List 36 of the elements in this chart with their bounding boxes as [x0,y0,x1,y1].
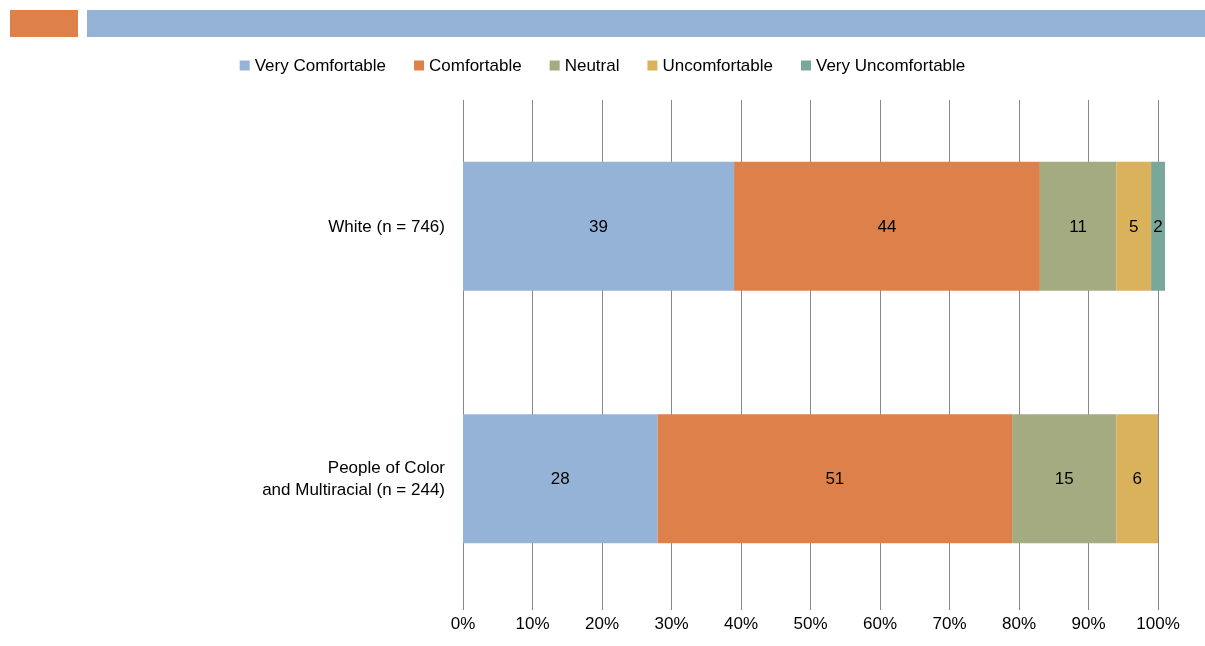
bar [1116,414,1159,544]
x-tick-label: 0% [450,614,476,633]
data-label: 2 [1153,216,1163,236]
legend-label: Very Uncomfortable [816,56,966,75]
bar [1012,414,1117,544]
x-tick-label: 100% [1136,614,1180,633]
x-tick-label: 80% [1002,614,1037,633]
y-tick-label: White (n = 746) [328,216,445,236]
x-tick-label: 90% [1071,614,1106,633]
data-label: 5 [1128,216,1139,236]
bar [463,161,735,291]
x-tick-label: 70% [932,614,967,633]
x-tick-label: 20% [584,614,620,633]
x-tick-label: 10% [515,614,550,633]
bar [1039,161,1117,291]
data-label: 39 [589,216,608,236]
bar [734,161,1040,291]
legend-label: Uncomfortable [662,56,774,75]
bar [1151,161,1165,291]
bar [463,414,658,544]
data-label: 11 [1069,216,1087,236]
x-tick-label: 40% [724,614,759,633]
data-label: 15 [1054,469,1074,489]
x-tick-label: 30% [654,614,689,633]
x-tick-label: 60% [863,614,898,633]
data-label: 44 [877,216,897,236]
bar [1116,161,1152,291]
legend-label: Neutral [564,56,620,75]
x-tick-label: 50% [793,614,828,633]
data-label: 28 [550,469,570,489]
bar [657,414,1013,544]
data-label: 51 [825,469,845,489]
data-label: 6 [1132,469,1142,489]
legend-label: Comfortable [429,56,522,75]
legend-label: Very Comfortable [254,56,387,75]
y-tick-label: People of Color and Multiracial (n = 244) [262,458,446,500]
